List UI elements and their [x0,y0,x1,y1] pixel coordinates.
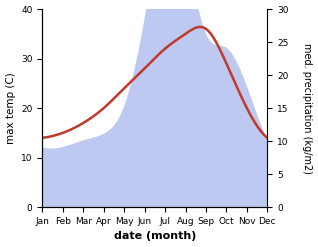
Y-axis label: max temp (C): max temp (C) [5,72,16,144]
Y-axis label: med. precipitation (kg/m2): med. precipitation (kg/m2) [302,43,313,174]
X-axis label: date (month): date (month) [114,231,196,242]
